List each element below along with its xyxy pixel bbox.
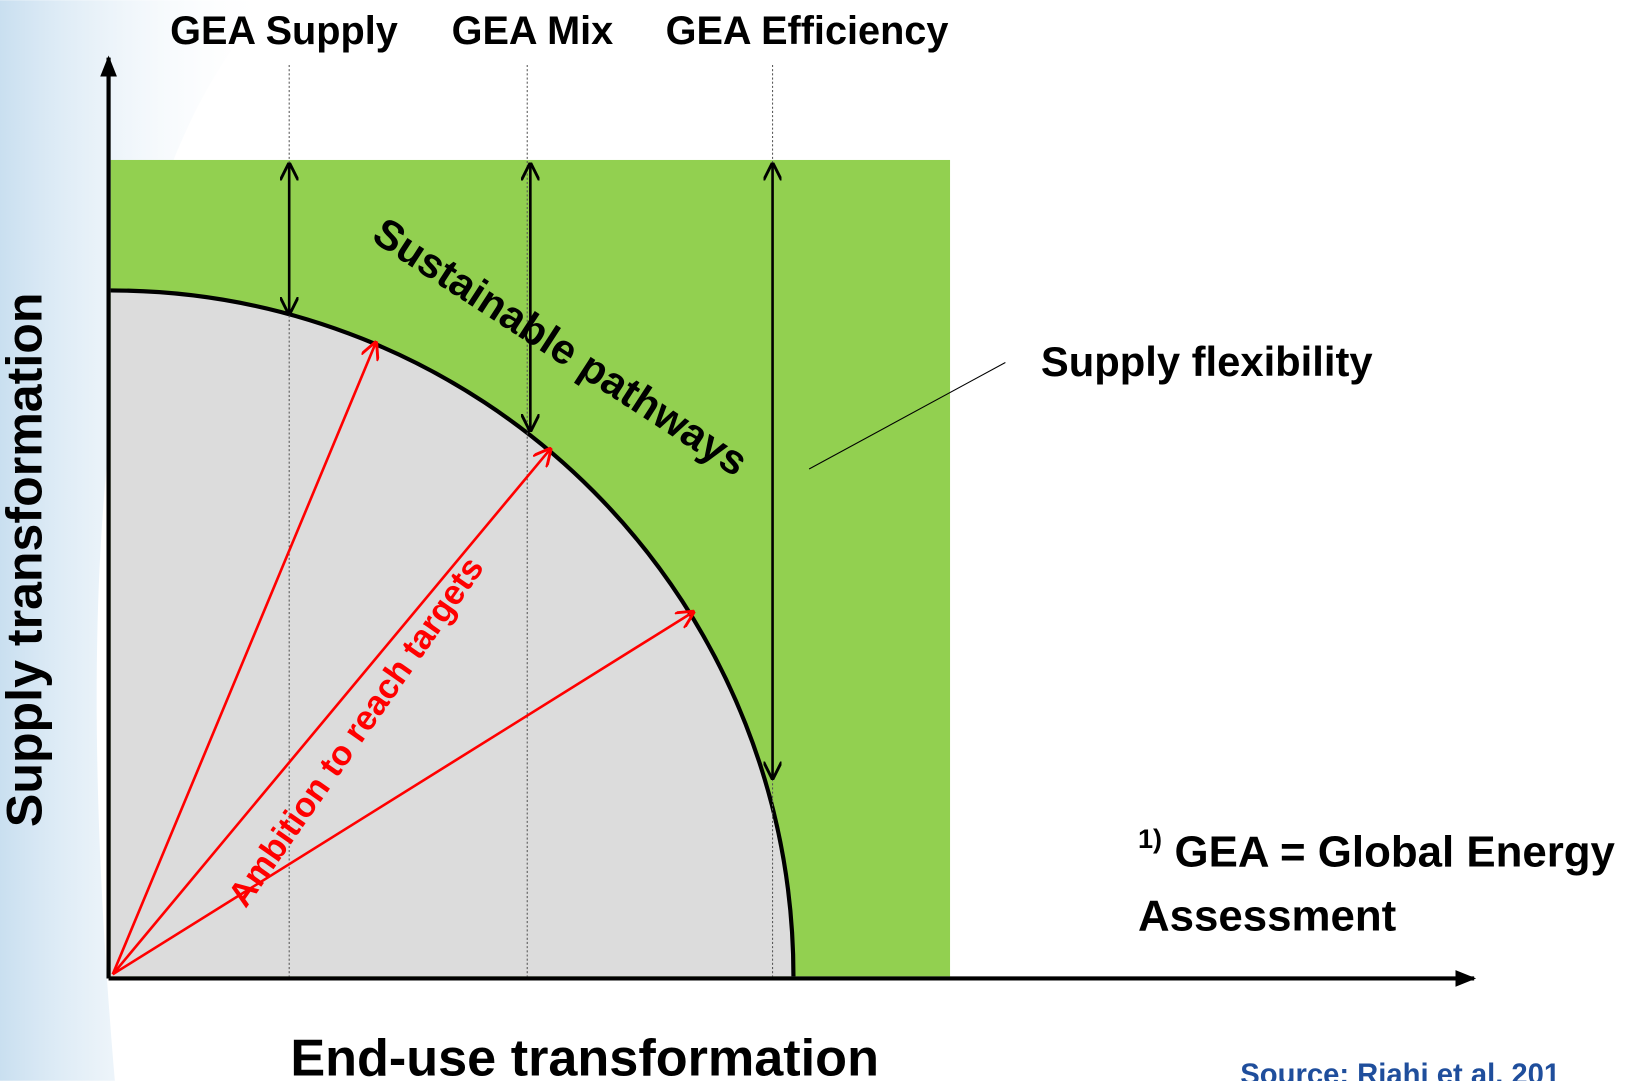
background-swoosh	[0, 0, 272, 1081]
frontier-curve	[110, 288, 796, 977]
source: Source: Riahi et al. 201	[1240, 1059, 1560, 1081]
feasible-region	[110, 290, 794, 977]
x-axis-label: End-use transformation	[290, 1030, 879, 1081]
footnote-marker: 1)	[1138, 823, 1162, 854]
ambition-arrows	[111, 343, 693, 976]
flexibility-label: Supply flexibility	[1041, 338, 1373, 385]
y-axis-label: Supply transformation	[0, 293, 53, 828]
flexibility-arrows	[289, 164, 772, 778]
scenario-label: GEA Efficiency	[666, 9, 949, 53]
footnote-line: Assessment	[1138, 891, 1397, 940]
scenario-label: GEA Mix	[452, 9, 614, 53]
callout-line	[808, 362, 1006, 470]
scenario-label: GEA Supply	[170, 9, 398, 53]
footnote-line: GEA = Global Energy	[1175, 828, 1616, 877]
